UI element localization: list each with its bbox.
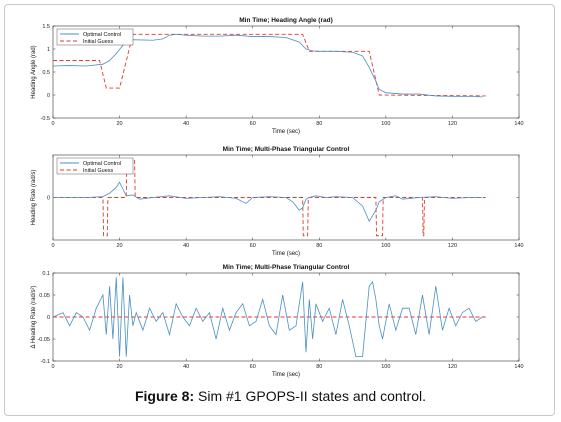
- x-tick-label: 40: [183, 243, 189, 249]
- caption-text: Sim #1 GPOPS-II states and control.: [198, 388, 426, 404]
- x-tick-label: 100: [381, 364, 390, 370]
- x-tick-label: 100: [381, 243, 390, 249]
- x-tick-label: 20: [117, 121, 123, 127]
- legend-entry-label: Initial Guess: [83, 39, 114, 45]
- x-tick-label: 60: [250, 243, 256, 249]
- x-tick-label: 40: [183, 364, 189, 370]
- x-tick-label: 60: [250, 121, 256, 127]
- x-tick-label: 80: [316, 364, 322, 370]
- y-tick-label: 0.1: [42, 271, 50, 277]
- legend-entry-label: Optimal Control: [83, 32, 121, 38]
- x-tick-label: 80: [316, 121, 322, 127]
- x-tick-label: 0: [51, 364, 54, 370]
- x-tick-label: 60: [250, 364, 256, 370]
- x-tick-label: 0: [51, 121, 54, 127]
- x-tick-label: 80: [316, 243, 322, 249]
- x-tick-label: 140: [514, 121, 523, 127]
- figure-caption: Figure 8: Sim #1 GPOPS-II states and con…: [0, 388, 561, 404]
- series-group: [53, 158, 486, 237]
- y-axis-label: Heading Angle (rad): [31, 45, 37, 98]
- initial-guess-series-line: [53, 158, 486, 237]
- optimal-control-series-line: [53, 181, 483, 223]
- x-tick-label: 0: [51, 243, 54, 249]
- y-tick-label: 1: [47, 47, 50, 53]
- y-tick-label: 0: [47, 315, 50, 321]
- x-tick-label: 40: [183, 121, 189, 127]
- chart-title: Min Time; Heading Angle (rad): [239, 17, 333, 24]
- x-tick-label: 120: [448, 243, 457, 249]
- y-tick-label: -0.1: [41, 359, 50, 365]
- y-tick-label: 1.5: [42, 24, 50, 30]
- x-tick-label: 20: [117, 243, 123, 249]
- y-tick-label: 0: [47, 93, 50, 99]
- x-tick-label: 120: [448, 364, 457, 370]
- chart-panel-3: Min Time; Multi-Phase Triangular Control…: [31, 264, 524, 378]
- chart-panel-1: Min Time; Heading Angle (rad)0 20 40 60 80 10…: [31, 17, 524, 135]
- x-axis-label: Time (sec): [272, 129, 300, 135]
- y-tick-label: 0.5: [42, 70, 50, 76]
- series-group: [53, 277, 486, 358]
- chart-title: Min Time; Multi-Phase Triangular Control: [223, 264, 350, 271]
- y-tick-label: -0.05: [37, 337, 50, 343]
- x-tick-label: 140: [514, 364, 523, 370]
- x-tick-label: 100: [381, 121, 390, 127]
- legend-entry-label: Initial Guess: [83, 168, 114, 174]
- optimal-control-series-line: [53, 277, 483, 358]
- legend-entry-label: Optimal Control: [83, 161, 121, 167]
- chart-title: Min Time; Multi-Phase Triangular Control: [223, 146, 350, 153]
- x-tick-label: 20: [117, 364, 123, 370]
- y-tick-label: 0: [47, 196, 50, 202]
- y-tick-label: -0.5: [41, 116, 50, 122]
- y-axis-label: Heading Rate (rad/s): [31, 170, 37, 226]
- caption-label: Figure 8:: [134, 388, 195, 404]
- x-axis-label: Time (sec): [272, 251, 300, 257]
- x-axis-label: Time (sec): [272, 372, 300, 378]
- x-tick-label: 120: [448, 121, 457, 127]
- chart-panel-2: Min Time; Multi-Phase Triangular Control…: [31, 146, 524, 257]
- y-axis-label: Δ Heading Rate (rad/s²): [31, 285, 37, 348]
- y-tick-label: 0.05: [39, 293, 50, 299]
- x-tick-label: 140: [514, 243, 523, 249]
- figure-frame: [4, 4, 555, 416]
